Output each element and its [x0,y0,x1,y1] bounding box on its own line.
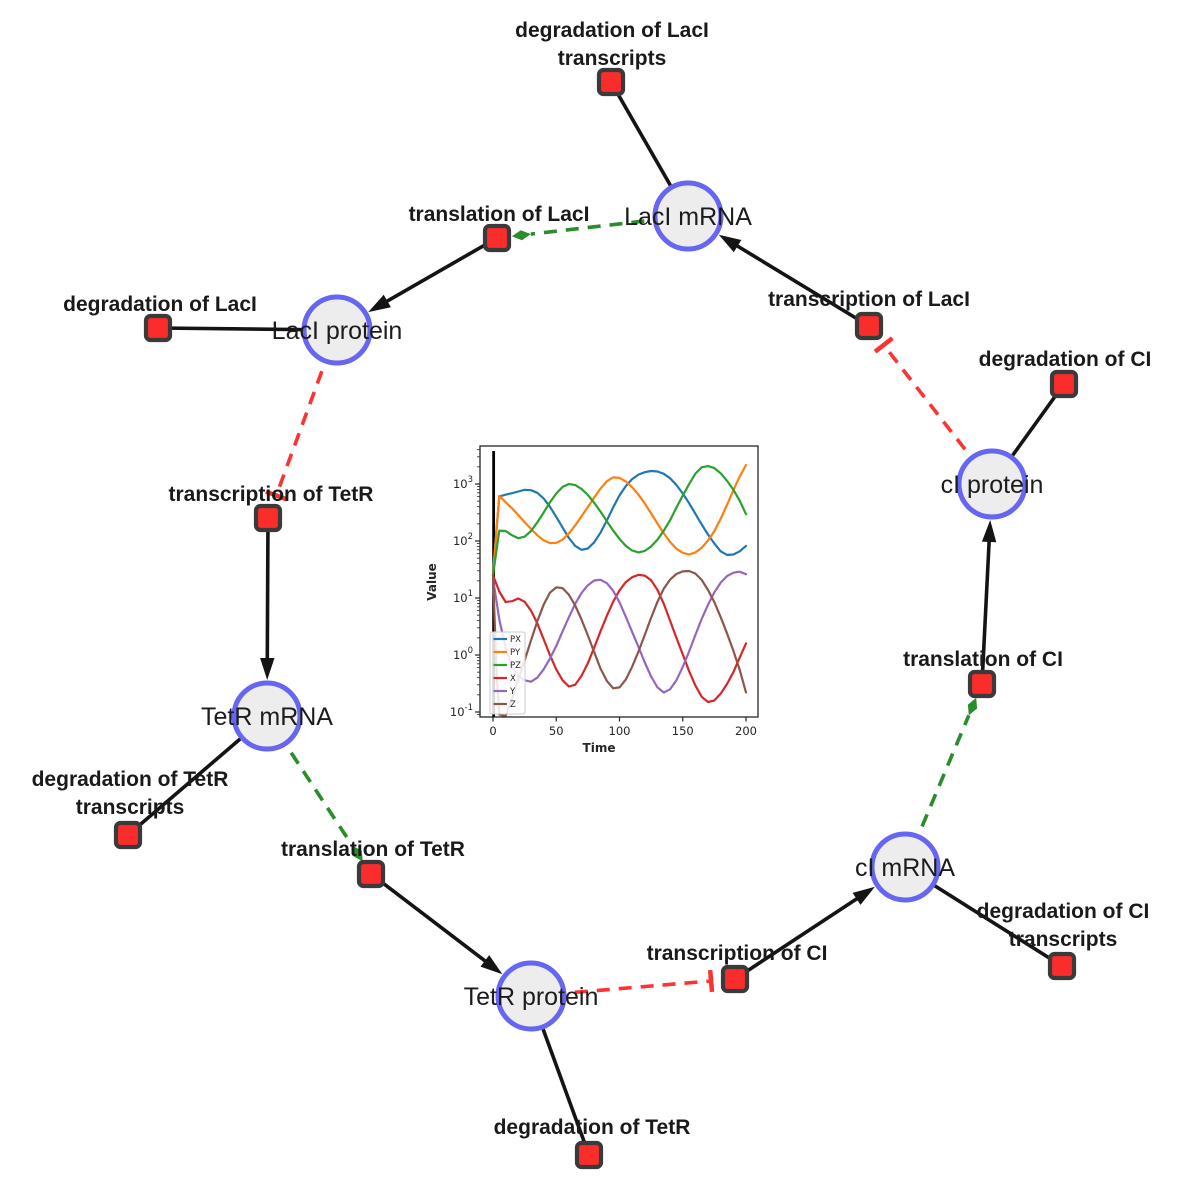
chart-x-tick-label: 100 [609,724,631,738]
reaction-node-deg-ci [1049,369,1079,399]
chart-series-PZ [491,465,748,577]
chart-x-axis-label: Time [583,741,616,755]
legend-label-Y: Y [509,687,516,697]
species-label-tetr-mrna: TetR mRNA [201,703,333,731]
legend-label-PY: PY [510,648,521,658]
species-node-ci-protein [956,448,1028,520]
reaction-label-deg-laci-transcripts: degradation of LacI [515,19,709,42]
legend-label-PZ: PZ [510,661,521,671]
chart-y-axis-label: Value [425,563,439,601]
reaction-node-translation-tetr [356,859,386,889]
species-node-tetr-mrna [231,680,303,752]
edge-translation-tetr-tetr-protein [369,872,503,975]
chart-x-tick-label: 150 [672,724,694,738]
reaction-label-deg-laci-transcripts: transcripts [558,47,667,70]
edge-transcription-tetr-tetr-mrna [260,517,275,680]
reaction-node-translation-laci [482,223,512,253]
modifier-arrowhead [352,845,363,862]
inhibition-tbar [873,336,894,354]
edge-transcription-ci-ci-mrna [734,886,875,981]
chart-plot-frame [479,445,759,718]
arrowhead [852,886,875,905]
species-node-ci-mrna [869,831,941,903]
species-label-laci-protein: LacI protein [272,317,403,345]
reaction-label-translation-laci: translation of LacI [409,203,590,226]
reaction-node-deg-laci [143,313,173,343]
chart-series-PX [491,469,748,572]
edge-translation-ci-ci-protein [980,520,997,685]
arrowhead [368,294,391,313]
reaction-node-transcription-laci [854,311,884,341]
chart-series-X [491,573,748,704]
reaction-label-deg-tetr-transcripts: degradation of TetR [32,768,229,791]
reaction-label-deg-tetr: degradation of TetR [494,1116,691,1139]
legend-label-X: X [510,674,516,684]
reaction-label-deg-laci: degradation of LacI [63,293,257,316]
legend-label-PX: PX [510,635,521,645]
edge-translation-laci-laci-protein [368,236,498,313]
reaction-node-deg-ci-transcripts [1047,951,1077,981]
reaction-label-translation-ci: translation of CI [903,648,1063,671]
reaction-label-transcription-laci: transcription of LacI [768,288,970,311]
arrowhead [480,955,503,975]
chart-series-Z [491,569,748,717]
reaction-label-transcription-ci: transcription of CI [647,942,828,965]
reaction-label-translation-tetr: translation of TetR [281,838,465,861]
arrowhead [981,520,997,543]
reaction-node-translation-ci [967,669,997,699]
modifier-arrowhead [511,230,531,241]
chart-series-Y [491,570,748,694]
chart-x-tick-label: 0 [489,724,496,738]
species-label-laci-mrna: LacI mRNA [624,203,752,231]
reaction-node-deg-tetr-transcripts [113,820,143,850]
reaction-node-deg-laci-transcripts [596,67,626,97]
species-node-laci-mrna [652,180,724,252]
chart-legend: PX PY PZ XYZ [489,631,526,715]
species-label-ci-protein: cI protein [941,471,1044,499]
reaction-label-deg-ci-transcripts: transcripts [1009,928,1118,951]
legend-label-Z: Z [510,700,516,710]
inhibition-tbar [707,969,715,993]
reaction-label-transcription-tetr: transcription of TetR [169,483,374,506]
chart-background [420,430,776,765]
reaction-node-transcription-ci [720,964,750,994]
labels-layer: LacI mRNA LacI protein TetR mRNA TetR prote… [32,19,1152,1139]
reaction-node-transcription-tetr [253,503,283,533]
chart-series-layer [491,451,748,717]
chart-series-PY [491,464,748,577]
time-series-inset-chart: 0 50 100 150 20010310210110010-1TimeValuePXP… [420,430,776,765]
reaction-label-deg-ci: degradation of CI [979,348,1152,371]
reaction-label-deg-ci-transcripts: degradation of CI [977,900,1150,923]
reaction-node-deg-tetr [574,1140,604,1170]
chart-x-tick-label: 200 [735,724,757,738]
modifier-arrowhead [967,697,978,716]
edge-transcription-laci-laci-mrna [718,234,870,328]
arrowhead [260,658,275,680]
chart-x-tick-label: 50 [549,724,564,738]
species-label-ci-mrna: cI mRNA [855,854,955,882]
arrowhead [718,234,742,253]
nodes-layer [113,67,1079,1170]
reaction-label-deg-tetr-transcripts: transcripts [76,796,185,819]
species-node-laci-protein [301,294,373,366]
inhibition-tbar [265,489,288,502]
species-label-tetr-protein: TetR protein [464,983,599,1011]
species-node-tetr-protein [495,960,567,1032]
